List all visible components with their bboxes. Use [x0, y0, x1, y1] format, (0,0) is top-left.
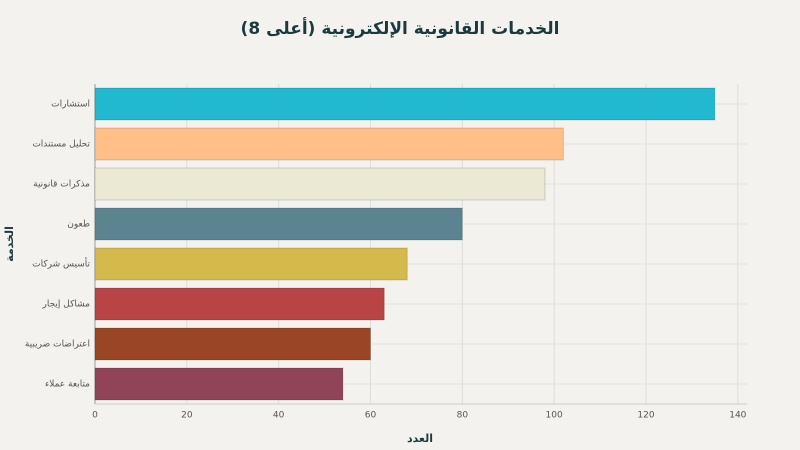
- x-tick-label: 0: [92, 411, 98, 421]
- bar: [94, 127, 564, 161]
- y-tick-label: تحليل مستندات: [32, 140, 90, 150]
- y-tick-label: استشارات: [51, 100, 90, 110]
- bar: [94, 247, 408, 281]
- bar: [94, 367, 344, 401]
- y-tick-label: طعون: [67, 220, 90, 230]
- chart-title: الخدمات القانونية الإلكترونية (أعلى 8): [241, 17, 560, 39]
- x-tick-label: 60: [365, 411, 377, 421]
- y-axis-title: الخدمة: [3, 226, 16, 262]
- bar: [94, 167, 546, 201]
- x-tick-label: 140: [729, 411, 746, 421]
- x-tick-label: 20: [181, 411, 193, 421]
- x-axis-title: العدد: [407, 432, 433, 445]
- bar: [94, 327, 371, 361]
- x-tick-label: 40: [273, 411, 285, 421]
- y-tick-label: اعتراضات ضريبية: [25, 340, 90, 350]
- bar: [94, 207, 463, 241]
- x-tick-label: 120: [637, 411, 654, 421]
- bar: [94, 287, 385, 321]
- y-tick-label: تأسيس شركات: [32, 257, 90, 270]
- bar: [94, 87, 716, 121]
- x-tick-label: 80: [457, 411, 469, 421]
- y-tick-label: متابعة عملاء: [45, 380, 90, 390]
- y-tick-label: مشاكل إيجار: [42, 300, 91, 310]
- y-tick-label: مذكرات قانونية: [33, 180, 90, 190]
- x-tick-label: 100: [546, 411, 563, 421]
